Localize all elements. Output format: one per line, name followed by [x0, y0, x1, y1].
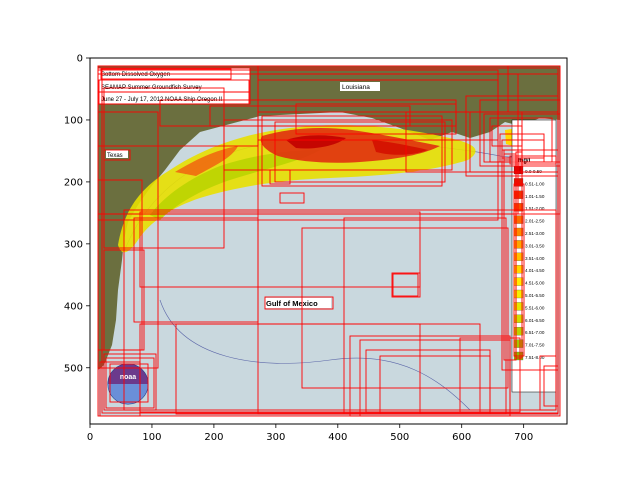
legend-entry-label: 4.51-5.00 [525, 281, 545, 286]
place-label-louisiana: Louisiana [340, 82, 380, 91]
annotation-boxes [97, 65, 561, 417]
y-tick-label: 0 [77, 54, 83, 65]
x-tick-label: 200 [204, 432, 223, 443]
svg-text:Louisiana: Louisiana [342, 84, 370, 91]
hypoxic-zone-west [175, 146, 238, 176]
place-label-gulf-of-mexico: Gulf of Mexico [265, 298, 331, 308]
legend: mg/l 0.0-0.50 0.51-1.00 1.01-1.50 1.51-2.00… [511, 119, 557, 393]
legend-entry-label: 1.51-2.00 [525, 206, 545, 211]
legend-entry-label: 7.51-8.00 [525, 355, 545, 360]
title-line-1: Bottom Dissolved Oxygen [101, 72, 170, 78]
axes-ticks: 0 100 200 300 400 500 600 700 0 100 200 300 400 500 [64, 54, 533, 444]
legend-entry-label: 1.01-1.50 [525, 194, 545, 199]
legend-entry-label: 4.01-4.50 [525, 268, 545, 273]
y-tick-label: 300 [64, 239, 83, 250]
x-tick-label: 300 [266, 432, 285, 443]
svg-text:Gulf of Mexico: Gulf of Mexico [266, 299, 318, 308]
legend-entry-label: 6.01-6.50 [525, 318, 545, 323]
noaa-logo: noaa [107, 363, 149, 405]
y-tick-label: 200 [64, 177, 83, 188]
y-tick-label: 400 [64, 301, 83, 312]
legend-entry-label: 5.51-6.00 [525, 305, 545, 310]
hypoxic-core-east [372, 140, 428, 155]
svg-text:Texas: Texas [107, 153, 123, 159]
x-tick-label: 600 [452, 432, 471, 443]
hypoxic-core [286, 135, 346, 149]
legend-entry-label: 0.0-0.50 [525, 169, 542, 174]
legend-entry-label: 0.51-1.00 [525, 181, 545, 186]
map-image: Bottom Dissolved Oxygen SEAMAP Summer Gr… [97, 66, 560, 416]
legend-entry-label: 3.01-3.50 [525, 243, 545, 248]
legend-entry-label: 2.51-3.00 [525, 231, 545, 236]
land-upper-right [440, 66, 560, 106]
x-tick-label: 500 [390, 432, 409, 443]
place-label-texas: Texas [106, 150, 128, 159]
x-tick-label: 400 [328, 432, 347, 443]
legend-swatch [513, 178, 524, 187]
title-box: Bottom Dissolved Oxygen SEAMAP Summer Gr… [97, 67, 251, 105]
legend-entry-label: 3.51-4.00 [525, 256, 545, 261]
x-tick-label: 0 [87, 432, 93, 443]
legend-entry-label: 7.01-7.50 [525, 343, 545, 348]
deep-contour [159, 299, 471, 411]
y-tick-label: 100 [64, 115, 83, 126]
x-tick-label: 700 [514, 432, 533, 443]
x-tick-label: 100 [142, 432, 161, 443]
noaa-logo-text: noaa [120, 374, 136, 381]
y-tick-label: 500 [64, 363, 83, 374]
legend-unit: mg/l [518, 158, 531, 164]
legend-entry-label: 2.01-2.50 [525, 219, 545, 224]
legend-entry-label: 5.01-5.50 [525, 293, 545, 298]
legend-entry-label: 6.51-7.00 [525, 330, 545, 335]
